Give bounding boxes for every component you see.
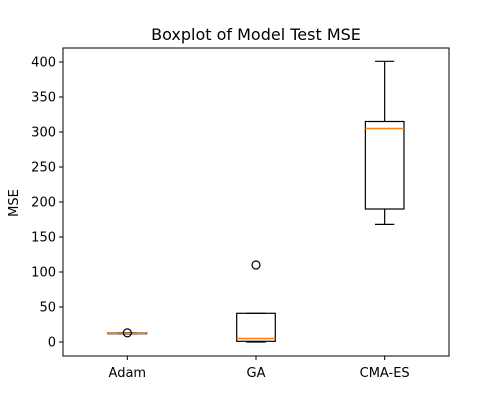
chart-title: Boxplot of Model Test MSE — [151, 25, 361, 44]
y-tick-label: 0 — [48, 336, 56, 351]
outlier-adam — [122, 328, 132, 338]
outlier-ga — [251, 260, 261, 270]
x-tick-label: GA — [247, 366, 266, 381]
y-tick-label: 300 — [31, 126, 56, 141]
y-tick-label: 250 — [31, 161, 56, 176]
x-tick-label: CMA-ES — [360, 366, 410, 381]
y-tick-label: 350 — [31, 91, 56, 106]
y-axis-label: MSE — [7, 189, 22, 217]
y-tick-label: 150 — [31, 231, 56, 246]
y-tick-label: 200 — [31, 196, 56, 211]
y-tick-label: 50 — [39, 301, 56, 316]
box-cma-es — [364, 120, 405, 210]
y-tick-label: 100 — [31, 266, 56, 281]
box-ga — [236, 312, 276, 342]
x-tick-label: Adam — [109, 366, 147, 381]
plot-area: 0 50 100 150 200 250 300 350 400 Adam GA CMA-ES — [31, 47, 450, 381]
y-tick-label: 400 — [31, 56, 56, 71]
plot-frame — [62, 47, 450, 357]
